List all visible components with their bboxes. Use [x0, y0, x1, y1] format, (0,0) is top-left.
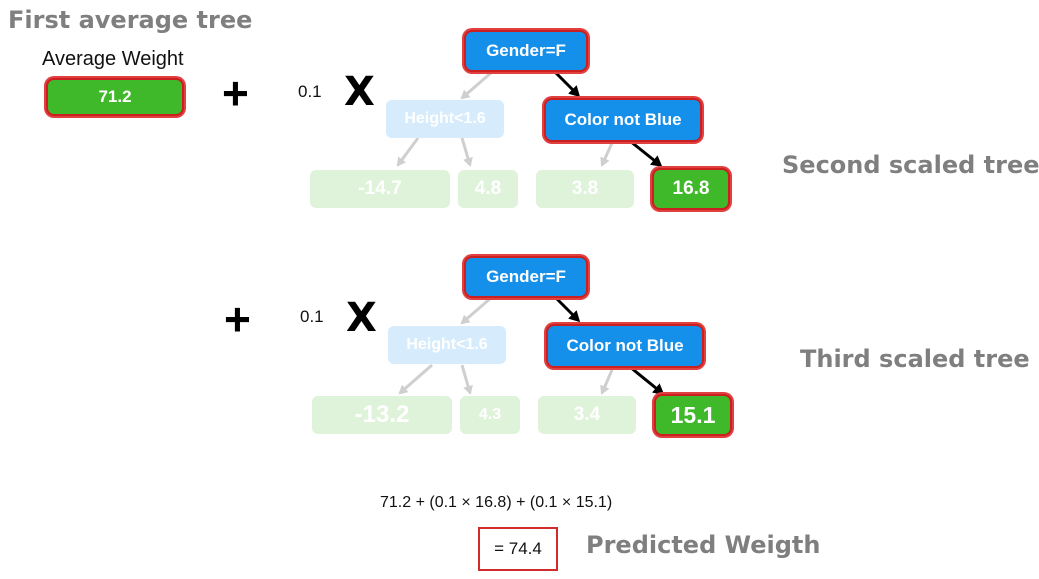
t3-color-node: Color not Blue: [548, 326, 702, 366]
edge-t3-right-leaf4: [629, 365, 665, 395]
edge-t2-root-left: [460, 70, 493, 100]
edge-t3-right-leaf3: [600, 369, 614, 395]
edge-t2-root-right: [553, 70, 581, 98]
edge-t3-left-leaf2: [460, 364, 473, 395]
t2-leaf-2: 4.8: [458, 170, 518, 208]
t3-leaf-2: 4.3: [460, 396, 520, 434]
t2-leaf-4: 16.8: [654, 170, 728, 208]
average-weight-value: 71.2: [48, 80, 182, 114]
edge-t2-left-leaf2: [460, 137, 473, 167]
edge-t3-root-right: [553, 295, 581, 323]
first-tree-title: First average tree: [8, 6, 253, 34]
predicted-weight-label: Predicted Weigth: [586, 531, 821, 559]
third-tree-title: Third scaled tree: [800, 345, 1030, 373]
t2-root-node: Gender=F: [466, 32, 586, 70]
plus-sign-2: +: [224, 293, 251, 345]
edge-t2-right-leaf3: [600, 142, 614, 167]
t3-leaf-3: 3.4: [538, 396, 636, 434]
edge-t2-left-leaf1: [396, 137, 420, 167]
edge-t2-right-leaf4: [629, 139, 663, 167]
t2-color-node: Color not Blue: [546, 100, 700, 140]
prediction-formula: 71.2 + (0.1 × 16.8) + (0.1 × 15.1): [380, 494, 613, 511]
prediction-result: = 74.4: [478, 527, 558, 571]
plus-sign-1: +: [222, 67, 249, 119]
multiply-sign-1: X: [344, 69, 375, 115]
t3-root-node: Gender=F: [466, 258, 586, 296]
second-tree-title: Second scaled tree: [782, 151, 1039, 179]
learning-rate-1: 0.1: [298, 82, 322, 101]
average-weight-label: Average Weight: [42, 48, 184, 70]
t2-height-node: Height<1.6: [386, 100, 504, 138]
multiply-sign-2: X: [346, 295, 377, 341]
t2-leaf-1: -14.7: [310, 170, 450, 208]
edge-t3-root-left: [460, 295, 493, 325]
edge-t3-left-leaf1: [398, 363, 433, 395]
t2-leaf-3: 3.8: [536, 170, 634, 208]
t3-height-node: Height<1.6: [388, 326, 506, 364]
t3-leaf-1: -13.2: [312, 396, 452, 434]
t3-leaf-4: 15.1: [656, 396, 730, 434]
learning-rate-2: 0.1: [300, 307, 324, 326]
